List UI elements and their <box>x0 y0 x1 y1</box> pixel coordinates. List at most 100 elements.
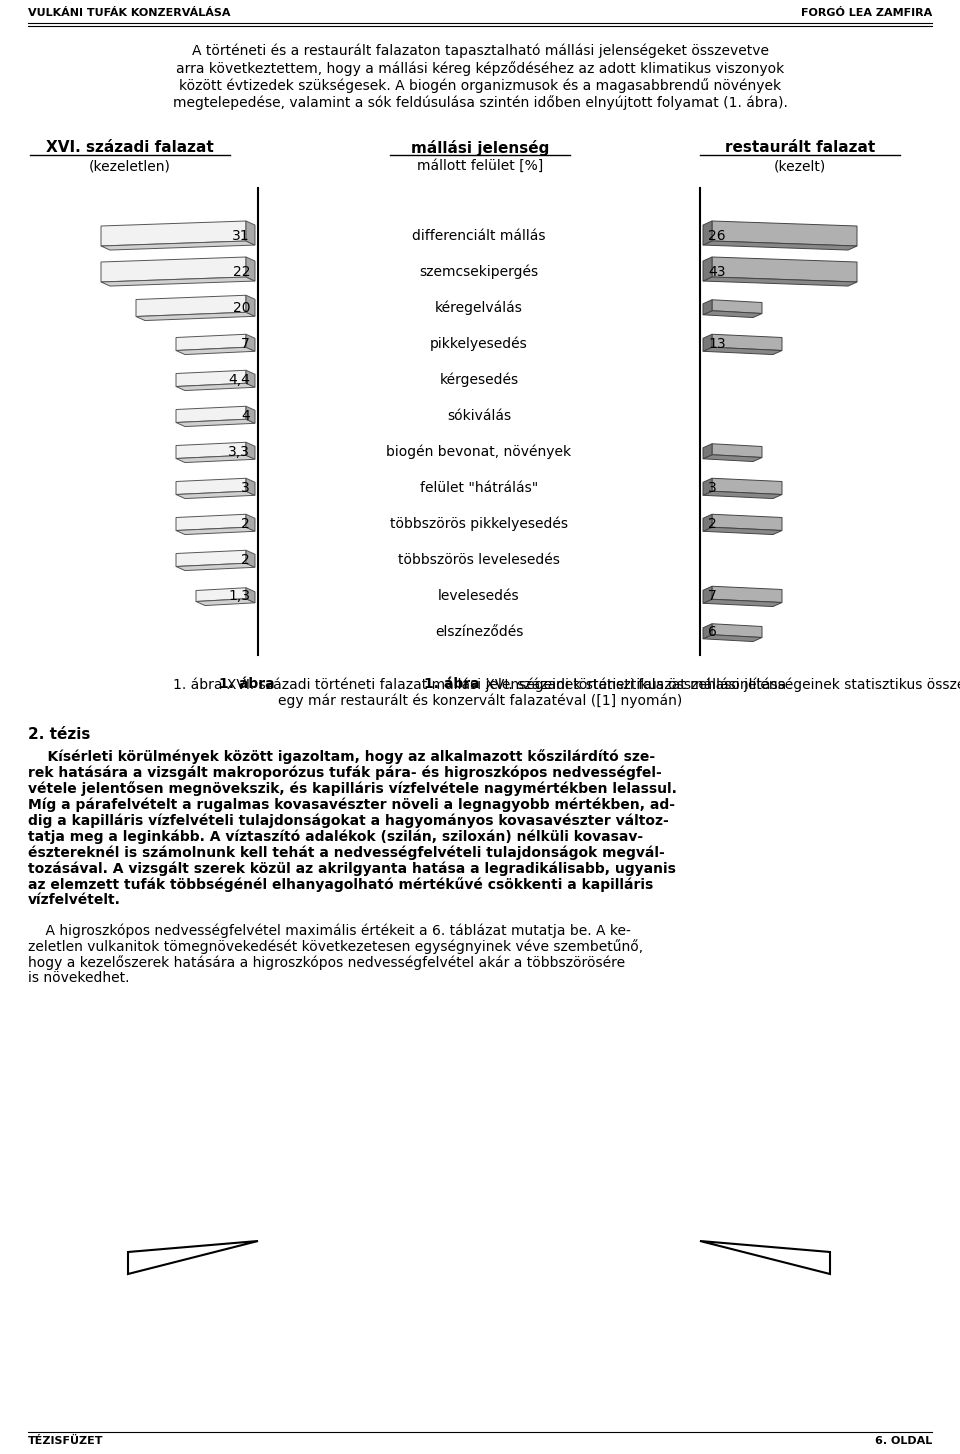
Text: 2: 2 <box>241 518 250 531</box>
Text: egy már restaurált és konzervált falazatéval ([1] nyomán): egy már restaurált és konzervált falazat… <box>277 694 683 708</box>
Text: FORGÓ LEA ZAMFIRA: FORGÓ LEA ZAMFIRA <box>801 9 932 17</box>
Polygon shape <box>703 221 712 246</box>
Polygon shape <box>703 455 762 461</box>
Text: többszörös pikkelyesedés: többszörös pikkelyesedés <box>390 516 568 531</box>
Text: 1. ábra XVI. századi történeti falazat mállási jelenségeinek statisztikus összeh: 1. ábra XVI. századi történeti falazat m… <box>174 678 786 692</box>
Polygon shape <box>246 371 255 387</box>
Text: hogy a kezelőszerek hatására a higroszkópos nedvességfelvétel akár a többszörösé: hogy a kezelőszerek hatására a higroszkó… <box>28 955 625 970</box>
Text: XVI. századi történeti falazat mállási jelenségeinek statisztikus összehasonlítá: XVI. századi történeti falazat mállási j… <box>481 678 960 692</box>
Polygon shape <box>176 478 246 494</box>
Text: megtelepedése, valamint a sók feldúsulása szintén időben elnyújtott folyamat (1.: megtelepedése, valamint a sók feldúsulás… <box>173 95 787 111</box>
Text: 13: 13 <box>708 337 726 350</box>
Text: TÉZISFÜZET: TÉZISFÜZET <box>28 1437 104 1447</box>
Text: az elemzett tufák többségénél elhanyagolható mértékűvé csökkenti a kapilláris: az elemzett tufák többségénél elhanyagol… <box>28 877 653 891</box>
Text: 3: 3 <box>241 481 250 494</box>
Text: VULKÁNI TUFÁK KONZERVÁLÁSA: VULKÁNI TUFÁK KONZERVÁLÁSA <box>28 9 230 17</box>
Text: 4,4: 4,4 <box>228 374 250 387</box>
Polygon shape <box>176 515 246 531</box>
Text: Míg a párafelvételt a rugalmas kovasavészter növeli a legnagyobb mértékben, ad-: Míg a párafelvételt a rugalmas kovasavés… <box>28 797 675 811</box>
Polygon shape <box>703 443 712 459</box>
Text: pikkelyesedés: pikkelyesedés <box>430 337 528 352</box>
Polygon shape <box>176 491 255 499</box>
Text: 20: 20 <box>232 301 250 316</box>
Text: Kísérleti körülmények között igazoltam, hogy az alkalmazott kőszilárdító sze-: Kísérleti körülmények között igazoltam, … <box>28 749 655 763</box>
Polygon shape <box>712 624 762 637</box>
Polygon shape <box>246 334 255 352</box>
Text: kérgesedés: kérgesedés <box>440 372 518 387</box>
Text: arra következtettem, hogy a mállási kéreg képződéséhez az adott klimatikus viszo: arra következtettem, hogy a mállási kére… <box>176 61 784 76</box>
Polygon shape <box>101 257 246 282</box>
Text: 7: 7 <box>708 589 717 603</box>
Polygon shape <box>246 550 255 567</box>
Polygon shape <box>703 635 762 641</box>
Polygon shape <box>136 295 246 317</box>
Polygon shape <box>703 257 712 281</box>
Polygon shape <box>703 515 712 531</box>
Text: 2: 2 <box>241 553 250 567</box>
Polygon shape <box>712 586 782 602</box>
Text: differenciált mállás: differenciált mállás <box>412 228 545 243</box>
Text: között évtizedek szükségesek. A biogén organizmusok és a magasabbrendű növények: között évtizedek szükségesek. A biogén o… <box>179 79 781 93</box>
Text: 22: 22 <box>232 265 250 279</box>
Text: (kezeletlen): (kezeletlen) <box>89 158 171 173</box>
Polygon shape <box>246 587 255 603</box>
Polygon shape <box>712 300 762 314</box>
Text: mállott felület [%]: mállott felület [%] <box>417 158 543 173</box>
Polygon shape <box>176 455 255 462</box>
Text: többszörös levelesedés: többszörös levelesedés <box>398 553 560 567</box>
Polygon shape <box>246 442 255 459</box>
Polygon shape <box>176 384 255 391</box>
Polygon shape <box>246 406 255 423</box>
Text: A történeti és a restaurált falazaton tapasztalható mállási jelenségeket összeve: A történeti és a restaurált falazaton ta… <box>191 44 769 58</box>
Polygon shape <box>712 221 857 246</box>
Polygon shape <box>246 257 255 281</box>
Text: biogén bevonat, növények: biogén bevonat, növények <box>387 445 571 459</box>
Text: kéregelválás: kéregelválás <box>435 301 523 316</box>
Text: 7: 7 <box>241 337 250 350</box>
Polygon shape <box>700 1242 830 1274</box>
Polygon shape <box>176 442 246 458</box>
Text: levelesedés: levelesedés <box>438 589 519 603</box>
Text: dig a kapilláris vízfelvételi tulajdonságokat a hagyományos kovasavészter változ: dig a kapilláris vízfelvételi tulajdonsá… <box>28 813 669 827</box>
Text: elszíneződés: elszíneződés <box>435 625 523 638</box>
Text: 1,3: 1,3 <box>228 589 250 603</box>
Polygon shape <box>246 478 255 496</box>
Polygon shape <box>101 221 246 246</box>
Polygon shape <box>196 599 255 605</box>
Polygon shape <box>703 528 782 535</box>
Text: felület "hátrálás": felület "hátrálás" <box>420 481 539 494</box>
Text: is növekedhet.: is növekedhet. <box>28 971 130 984</box>
Polygon shape <box>703 478 712 496</box>
Text: A higroszkópos nedvességfelvétel maximális értékeit a 6. táblázat mutatja be. A : A higroszkópos nedvességfelvétel maximál… <box>28 923 631 938</box>
Text: 1. ábra: 1. ábra <box>219 678 275 691</box>
Text: 1. ábra: 1. ábra <box>424 678 480 691</box>
Text: észtereknél is számolnunk kell tehát a nedvességfelvételi tulajdonságok megvál-: észtereknél is számolnunk kell tehát a n… <box>28 845 664 859</box>
Polygon shape <box>176 371 246 387</box>
Text: sókiválás: sókiválás <box>447 409 511 423</box>
Text: 26: 26 <box>708 228 726 243</box>
Text: szemcsekipergés: szemcsekipergés <box>420 265 539 279</box>
Polygon shape <box>712 334 782 350</box>
Polygon shape <box>128 1242 258 1274</box>
Text: 43: 43 <box>708 265 726 279</box>
Polygon shape <box>712 257 857 282</box>
Polygon shape <box>176 550 246 567</box>
Polygon shape <box>703 278 857 286</box>
Text: 31: 31 <box>232 228 250 243</box>
Polygon shape <box>703 491 782 499</box>
Text: 3,3: 3,3 <box>228 445 250 459</box>
Polygon shape <box>176 563 255 570</box>
Text: (kezelt): (kezelt) <box>774 158 827 173</box>
Text: tozásával. A vizsgált szerek közül az akrilgyanta hatása a legradikálisabb, ugya: tozásával. A vizsgált szerek közül az ak… <box>28 861 676 875</box>
Polygon shape <box>176 334 246 350</box>
Polygon shape <box>703 311 762 317</box>
Text: mállási jelenség: mállási jelenség <box>411 140 549 156</box>
Polygon shape <box>703 241 857 250</box>
Text: 2: 2 <box>708 518 717 531</box>
Text: vízfelvételt.: vízfelvételt. <box>28 893 121 907</box>
Polygon shape <box>136 313 255 320</box>
Polygon shape <box>712 478 782 494</box>
Polygon shape <box>101 241 255 250</box>
Polygon shape <box>703 586 712 603</box>
Polygon shape <box>703 300 712 316</box>
